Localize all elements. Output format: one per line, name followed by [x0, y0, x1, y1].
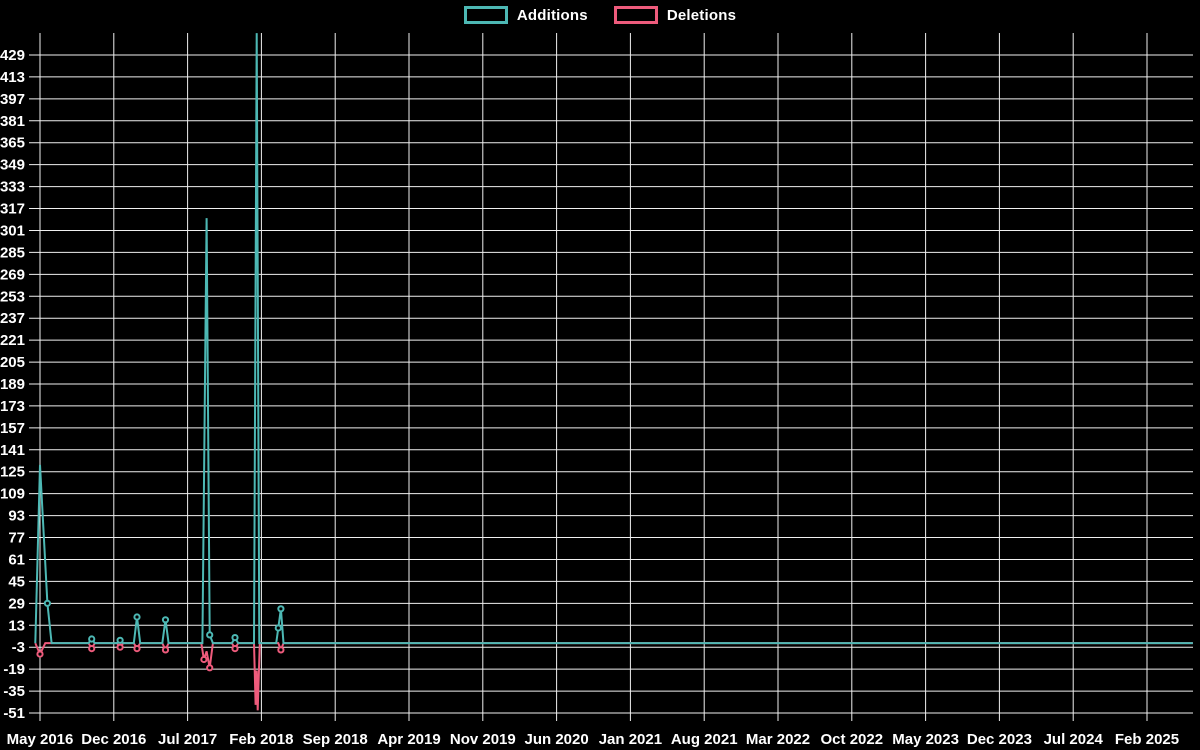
legend-item-deletions[interactable]: Deletions — [613, 6, 737, 24]
svg-text:May 2016: May 2016 — [7, 731, 74, 748]
svg-text:Dec 2016: Dec 2016 — [81, 731, 146, 748]
svg-text:125: 125 — [0, 464, 25, 481]
svg-text:Jun 2020: Jun 2020 — [524, 731, 588, 748]
svg-text:413: 413 — [0, 69, 25, 86]
gridlines — [29, 33, 1193, 721]
svg-text:Feb 2018: Feb 2018 — [229, 731, 293, 748]
svg-text:237: 237 — [0, 310, 25, 327]
svg-text:93: 93 — [8, 508, 25, 525]
svg-text:45: 45 — [8, 573, 25, 590]
svg-text:Jan 2021: Jan 2021 — [599, 731, 662, 748]
svg-text:221: 221 — [0, 332, 25, 349]
svg-text:205: 205 — [0, 354, 25, 371]
svg-text:173: 173 — [0, 398, 25, 415]
svg-text:Sep 2018: Sep 2018 — [303, 731, 368, 748]
svg-text:285: 285 — [0, 244, 25, 261]
svg-text:189: 189 — [0, 376, 25, 393]
svg-text:381: 381 — [0, 113, 25, 130]
svg-text:Apr 2019: Apr 2019 — [377, 731, 440, 748]
svg-text:Feb 2025: Feb 2025 — [1115, 731, 1179, 748]
svg-text:317: 317 — [0, 201, 25, 218]
svg-text:333: 333 — [0, 179, 25, 196]
svg-text:109: 109 — [0, 486, 25, 503]
legend-label-additions: Additions — [516, 6, 588, 24]
svg-text:301: 301 — [0, 222, 25, 239]
additions-swatch-icon — [463, 6, 508, 24]
svg-text:141: 141 — [0, 442, 25, 459]
series-line-additions — [34, 33, 1193, 645]
deletions-swatch-icon — [613, 6, 658, 24]
svg-text:-3: -3 — [12, 639, 25, 656]
svg-text:365: 365 — [0, 135, 25, 152]
y-axis-labels: 429 413 397 381 365 349 333 317 301 285 269 253 237 2… — [0, 47, 25, 722]
svg-text:Mar 2022: Mar 2022 — [746, 731, 810, 748]
svg-text:Aug 2021: Aug 2021 — [671, 731, 738, 748]
svg-text:397: 397 — [0, 91, 25, 108]
svg-text:13: 13 — [8, 617, 25, 634]
legend-label-deletions: Deletions — [666, 6, 737, 24]
x-axis-labels: May 2016 Dec 2016 Jul 2017 Feb 2018 Sep 2018… — [7, 731, 1179, 748]
svg-text:Nov 2019: Nov 2019 — [450, 731, 516, 748]
series-line-deletions — [34, 642, 1193, 711]
svg-text:269: 269 — [0, 266, 25, 283]
svg-text:29: 29 — [8, 595, 25, 612]
svg-text:253: 253 — [0, 288, 25, 305]
chart-legend: Additions Deletions — [0, 6, 1200, 24]
svg-text:-19: -19 — [3, 661, 25, 678]
series-markers-additions — [43, 599, 285, 644]
svg-text:429: 429 — [0, 47, 25, 64]
svg-text:May 2023: May 2023 — [892, 731, 959, 748]
svg-text:157: 157 — [0, 420, 25, 437]
svg-text:-51: -51 — [3, 705, 25, 722]
svg-text:77: 77 — [8, 530, 25, 547]
svg-text:Jul 2017: Jul 2017 — [158, 731, 217, 748]
svg-text:349: 349 — [0, 157, 25, 174]
series-markers-deletions — [36, 643, 285, 672]
svg-text:-35: -35 — [3, 683, 25, 700]
svg-text:Oct 2022: Oct 2022 — [821, 731, 884, 748]
svg-text:Dec 2023: Dec 2023 — [967, 731, 1032, 748]
legend-item-additions[interactable]: Additions — [463, 6, 588, 24]
svg-text:Jul 2024: Jul 2024 — [1044, 731, 1104, 748]
svg-text:61: 61 — [8, 551, 25, 568]
